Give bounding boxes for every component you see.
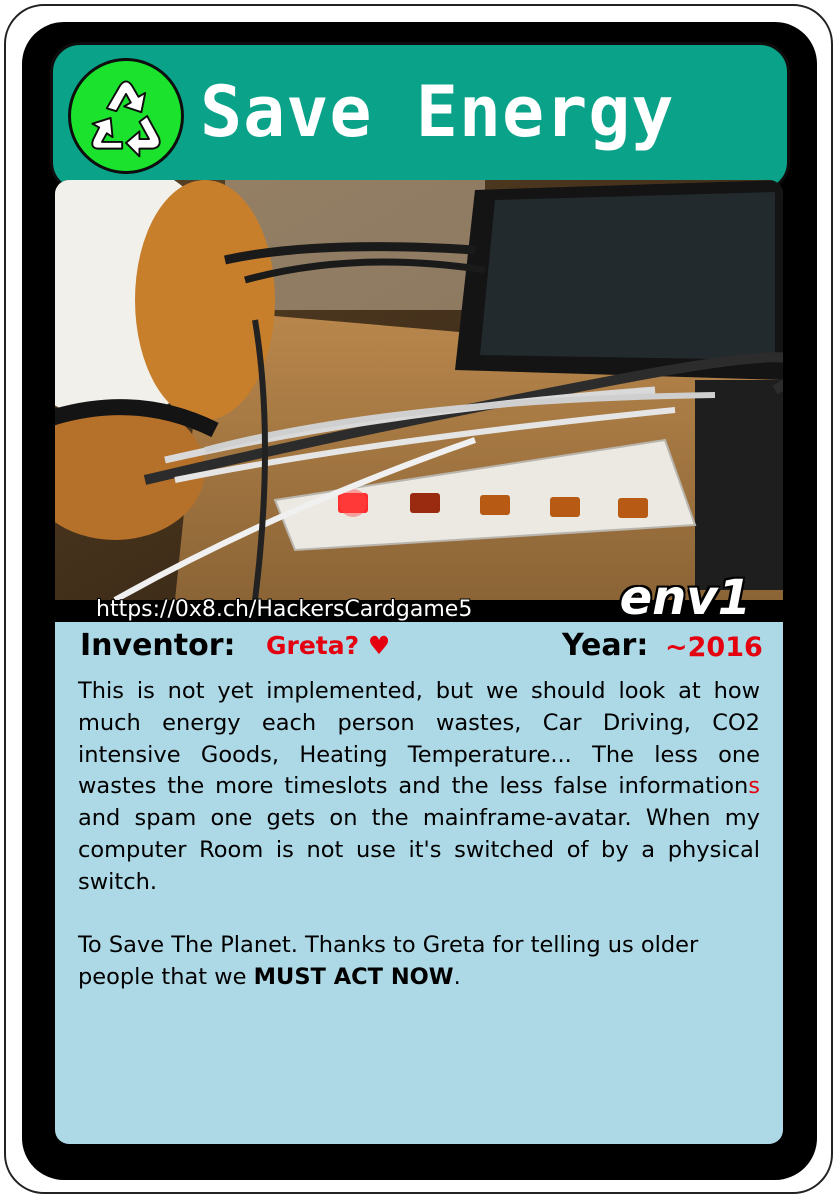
card-description: This is not yet implemented, but we shou…: [78, 676, 760, 994]
description-bold: MUST ACT NOW: [254, 964, 454, 990]
inventor-label: Inventor:: [80, 626, 236, 666]
description-paragraph-1: This is not yet implemented, but we shou…: [78, 676, 760, 899]
description-text: This is not yet implemented, but we shou…: [78, 678, 760, 799]
source-url: https://0x8.ch/HackersCardgame5: [96, 596, 472, 624]
card-photo: [55, 180, 783, 600]
description-text: .: [454, 964, 461, 990]
year-label: Year:: [562, 626, 648, 666]
recycle-badge: [68, 58, 184, 174]
card-title: Save Energy: [200, 62, 780, 162]
card-id: env1: [620, 568, 751, 628]
description-paragraph-2: To Save The Planet. Thanks to Greta for …: [78, 930, 760, 994]
inventor-value: Greta? ♥: [266, 628, 390, 664]
description-highlight: s: [748, 773, 760, 799]
year-value: ~2016: [665, 630, 763, 666]
recycle-icon: [78, 68, 174, 164]
description-text: and spam one gets on the mainframe-avata…: [78, 805, 760, 895]
